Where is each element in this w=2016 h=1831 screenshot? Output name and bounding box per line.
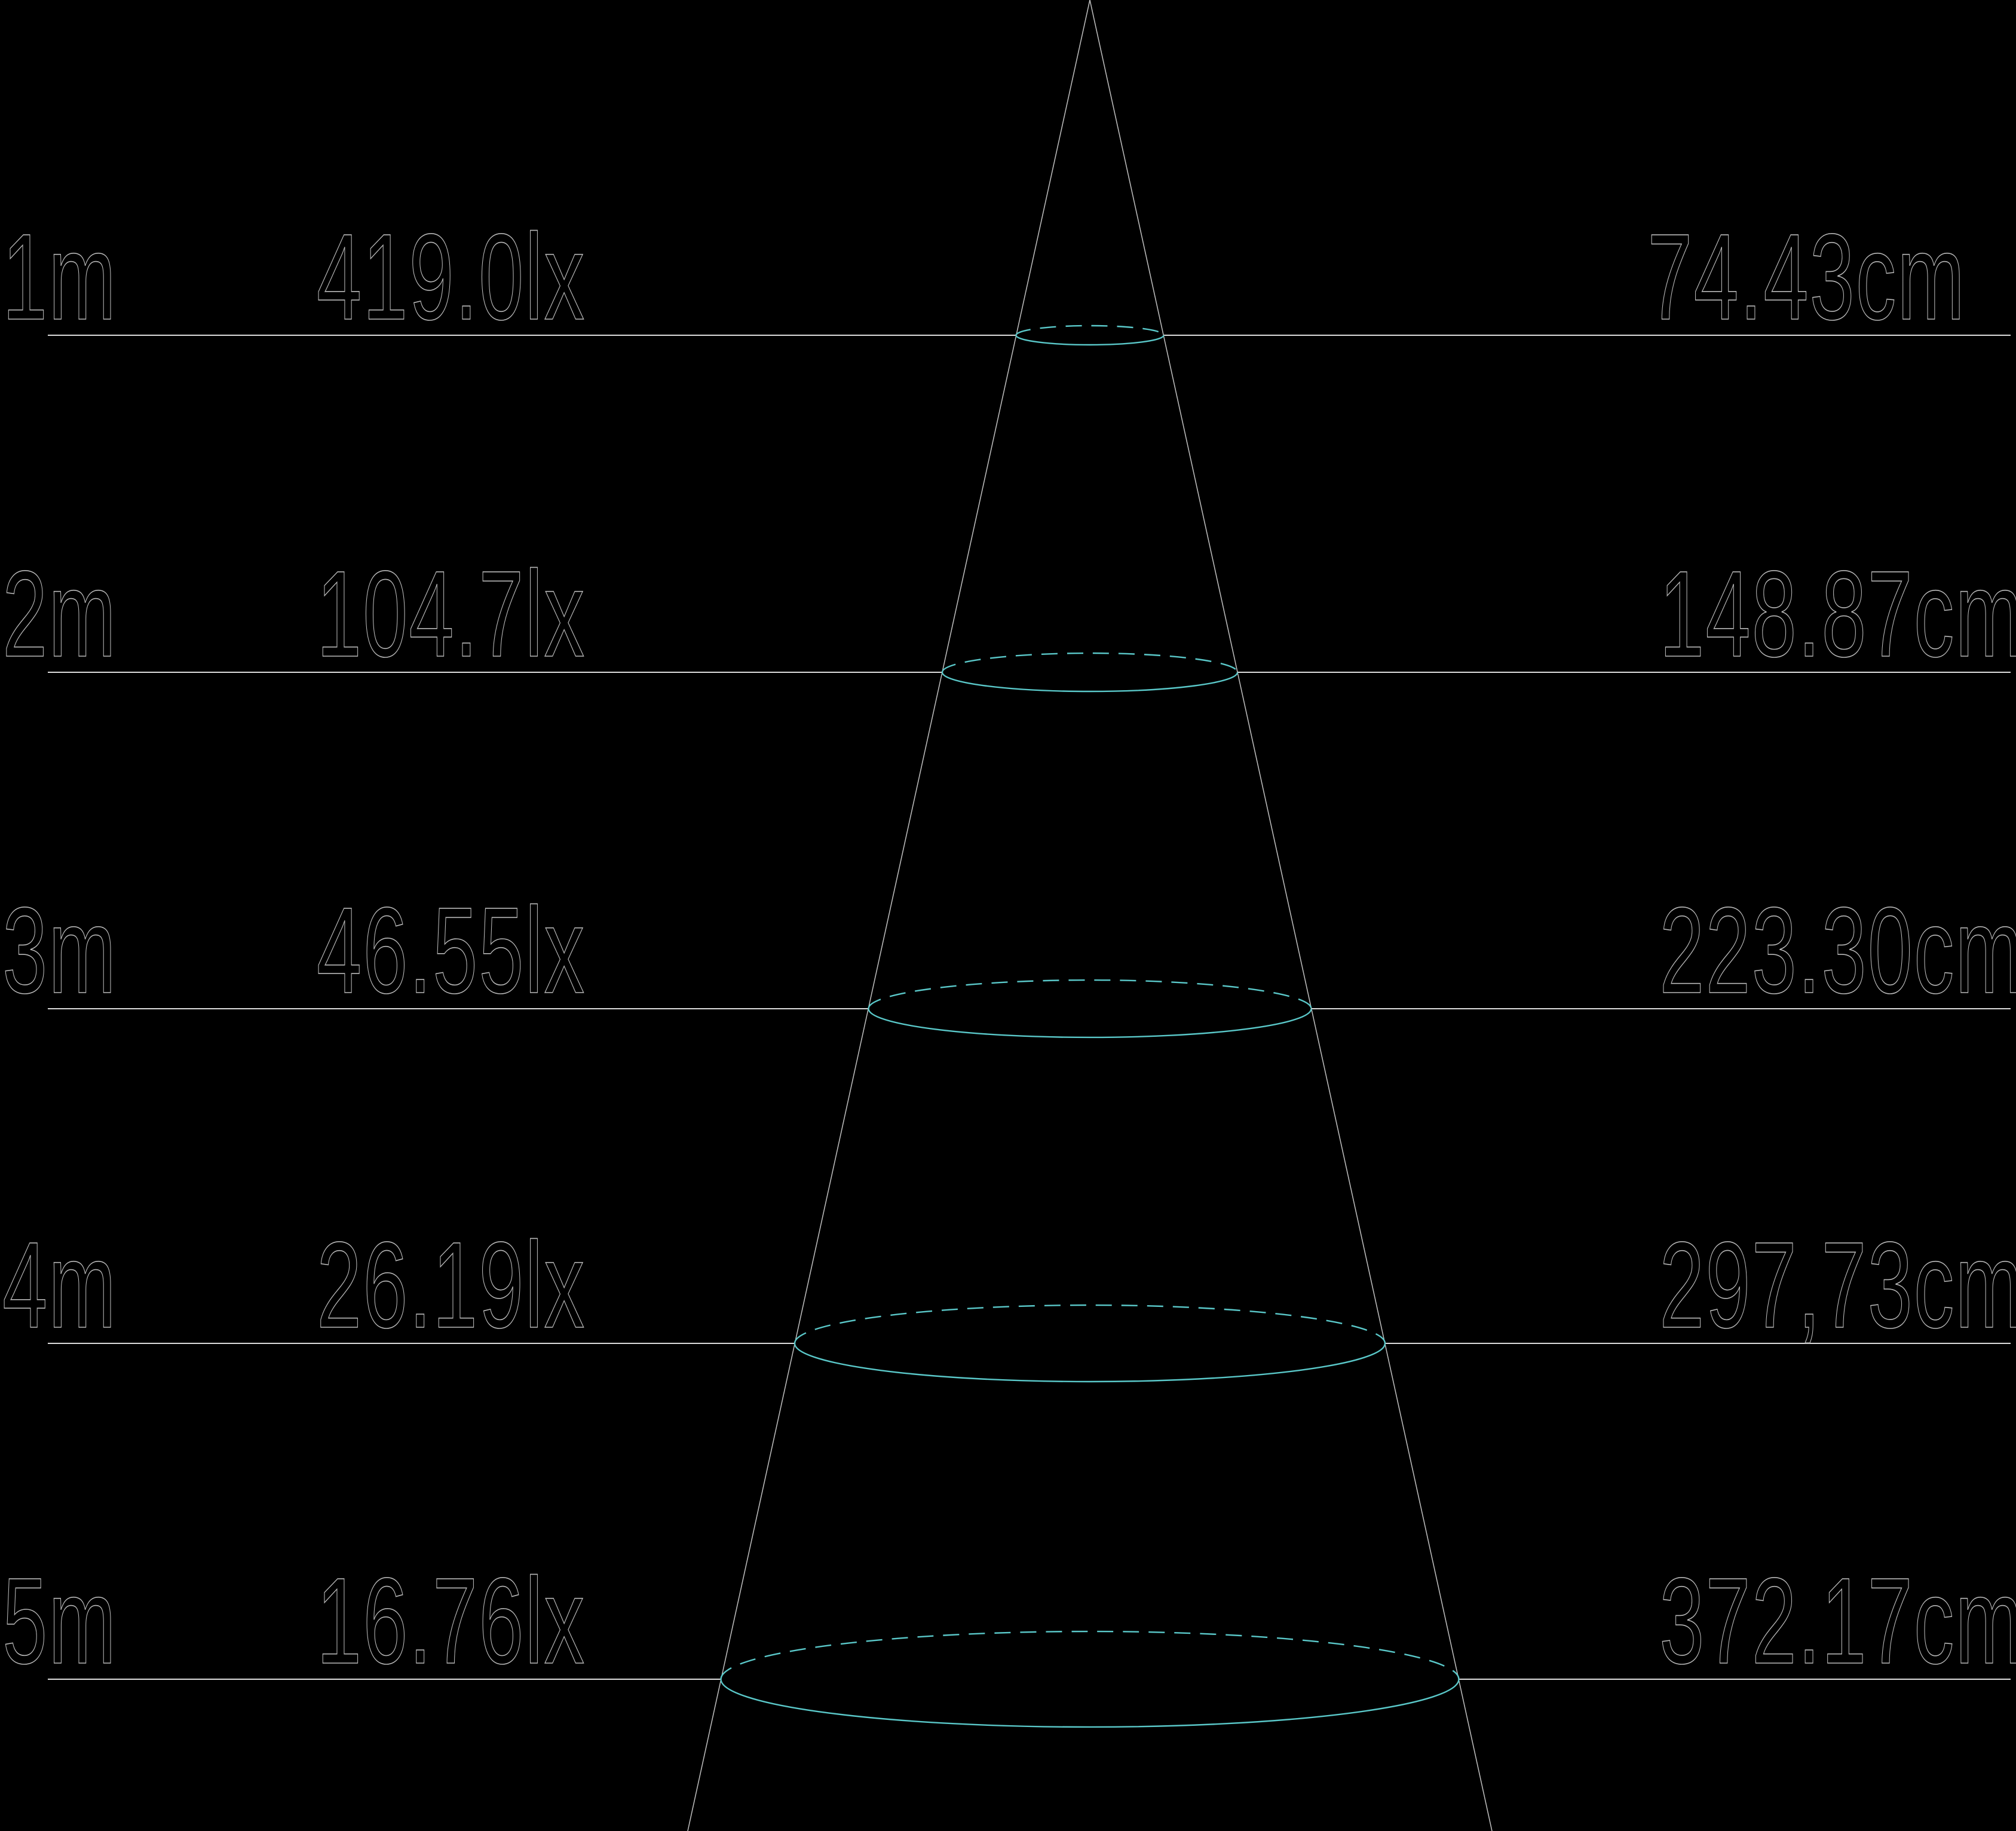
beam-ellipse-front-arc-2m <box>941 672 1239 693</box>
cone-edge-left-line <box>687 0 1090 1831</box>
beam-ellipse-back-arc-4m <box>793 1304 1386 1344</box>
beam-ellipse-front-arc-1m <box>1015 335 1165 346</box>
beam-ellipse-back-arc-1m <box>1015 324 1165 336</box>
beam-ellipse-front-arc-4m <box>793 1343 1386 1383</box>
beam-ellipse-back-arc-2m <box>941 652 1239 673</box>
cone-edge-right-line <box>1089 0 1493 1831</box>
beam-ellipse-front-arc-5m <box>720 1679 1460 1728</box>
beam-ellipse-front-arc-3m <box>868 1008 1312 1039</box>
beam-ellipse-back-arc-5m <box>720 1630 1460 1680</box>
beam-ellipse-back-arc-3m <box>868 979 1312 1009</box>
